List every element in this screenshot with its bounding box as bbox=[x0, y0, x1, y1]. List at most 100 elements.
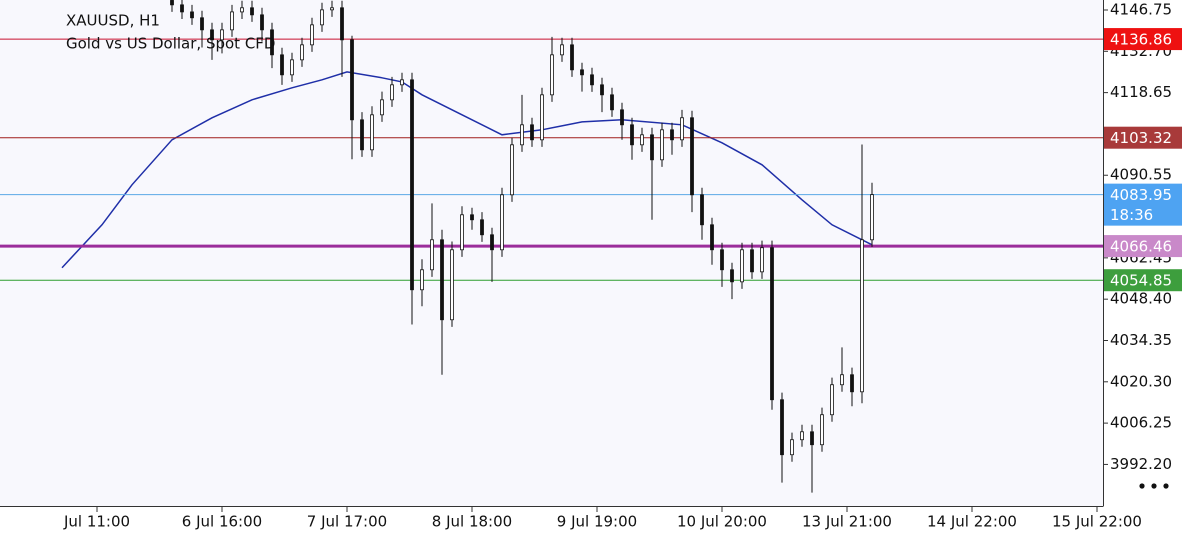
candle-body bbox=[490, 234, 494, 251]
price-label-box bbox=[1104, 269, 1182, 292]
candle-body bbox=[790, 439, 794, 456]
candle-body bbox=[330, 7, 334, 11]
x-tick-label: 7 Jul 17:00 bbox=[307, 513, 387, 531]
candle-body bbox=[460, 214, 464, 251]
candle-body bbox=[680, 117, 684, 141]
candle-body bbox=[510, 144, 514, 196]
candle-body bbox=[590, 74, 594, 86]
price-label: 4136.86 bbox=[1110, 31, 1172, 49]
candle-body bbox=[740, 249, 744, 283]
candle-body bbox=[270, 29, 274, 56]
candle-body bbox=[670, 129, 674, 141]
x-tick-label: 9 Jul 19:00 bbox=[557, 513, 637, 531]
candle-body bbox=[280, 54, 284, 76]
candle-body bbox=[660, 129, 664, 161]
candle-body bbox=[200, 17, 204, 31]
candle-body bbox=[760, 247, 764, 273]
y-tick-label: 4146.75 bbox=[1110, 0, 1172, 18]
x-tick-label: 13 Jul 21:00 bbox=[802, 513, 892, 531]
candle-body bbox=[540, 94, 544, 141]
price-label-box bbox=[1104, 235, 1182, 258]
plot bbox=[0, 0, 1103, 493]
candle-body bbox=[170, 0, 174, 6]
price-label: 4066.46 bbox=[1110, 238, 1172, 256]
candle-body bbox=[830, 384, 834, 416]
candle-body bbox=[530, 124, 534, 141]
candle-body bbox=[350, 39, 354, 121]
x-tick-label: Jul 11:00 bbox=[63, 513, 130, 531]
candle-body bbox=[240, 7, 244, 13]
candle-body bbox=[810, 431, 814, 446]
x-tick-label: 15 Jul 22:00 bbox=[1052, 513, 1142, 531]
candle-body bbox=[210, 29, 214, 41]
candle-body bbox=[620, 109, 624, 126]
candle-body bbox=[250, 7, 254, 16]
price-label-box bbox=[1104, 28, 1182, 51]
candle-body bbox=[410, 79, 414, 291]
candle-body bbox=[720, 249, 724, 271]
candle-body bbox=[630, 124, 634, 146]
price-label-box bbox=[1104, 183, 1182, 226]
dot bbox=[1163, 483, 1169, 489]
candle-body bbox=[290, 59, 294, 76]
menu-dots[interactable] bbox=[1139, 483, 1169, 489]
candle-body bbox=[610, 94, 614, 111]
candle-body bbox=[400, 79, 404, 86]
candle-body bbox=[600, 84, 604, 96]
candle-body bbox=[380, 99, 384, 116]
candle-body bbox=[190, 11, 194, 19]
axes: 4146.754132.704118.654090.554062.454048.… bbox=[63, 0, 1182, 531]
y-tick-label: 4034.35 bbox=[1110, 331, 1172, 349]
candle-body bbox=[300, 44, 304, 61]
candle-body bbox=[430, 239, 434, 271]
candle-body bbox=[230, 11, 234, 31]
candle-body bbox=[220, 29, 224, 41]
chart-title: XAUUSD, H1 bbox=[66, 12, 160, 30]
x-tick-label: 10 Jul 20:00 bbox=[677, 513, 767, 531]
candle-body bbox=[750, 249, 754, 273]
candle-body bbox=[570, 44, 574, 71]
candle-body bbox=[550, 54, 554, 96]
candle-body bbox=[420, 269, 424, 291]
candle-body bbox=[310, 24, 314, 46]
candle-body bbox=[690, 117, 694, 196]
candle-body bbox=[560, 44, 564, 56]
candle-body bbox=[480, 219, 484, 236]
candle-body bbox=[520, 124, 524, 146]
candle-body bbox=[180, 4, 184, 13]
price-label: 4083.95 bbox=[1110, 186, 1172, 204]
countdown: 18:36 bbox=[1110, 206, 1153, 224]
candle-body bbox=[470, 214, 474, 221]
candle-body bbox=[780, 399, 784, 456]
candle-body bbox=[440, 239, 444, 321]
candle-body bbox=[820, 414, 824, 446]
y-tick-label: 4090.55 bbox=[1110, 166, 1172, 184]
candle-body bbox=[260, 14, 264, 31]
y-tick-label: 4048.40 bbox=[1110, 290, 1172, 308]
candle-body bbox=[650, 134, 654, 161]
candle-body bbox=[850, 374, 854, 393]
candle-body bbox=[860, 239, 864, 393]
candle-body bbox=[340, 7, 344, 41]
y-tick-label: 3992.20 bbox=[1110, 455, 1172, 473]
candle-body bbox=[320, 9, 324, 26]
candle-body bbox=[710, 224, 714, 251]
candle-body bbox=[390, 84, 394, 101]
candle-body bbox=[360, 119, 364, 151]
price-label: 4103.32 bbox=[1110, 129, 1172, 147]
candle-body bbox=[770, 247, 774, 401]
candle-body bbox=[640, 134, 644, 146]
candle-body bbox=[870, 194, 874, 241]
chart-subtitle: Gold vs US Dollar, Spot CFD bbox=[66, 35, 275, 53]
candle-body bbox=[370, 114, 374, 151]
dot bbox=[1139, 483, 1145, 489]
dot bbox=[1151, 483, 1157, 489]
price-label: 4054.85 bbox=[1110, 272, 1172, 290]
candle-body bbox=[580, 69, 584, 76]
moving-average bbox=[61, 71, 873, 269]
candle-body bbox=[730, 269, 734, 283]
candle-body bbox=[700, 194, 704, 226]
candle-body bbox=[800, 431, 804, 441]
y-tick-label: 4020.30 bbox=[1110, 372, 1172, 390]
